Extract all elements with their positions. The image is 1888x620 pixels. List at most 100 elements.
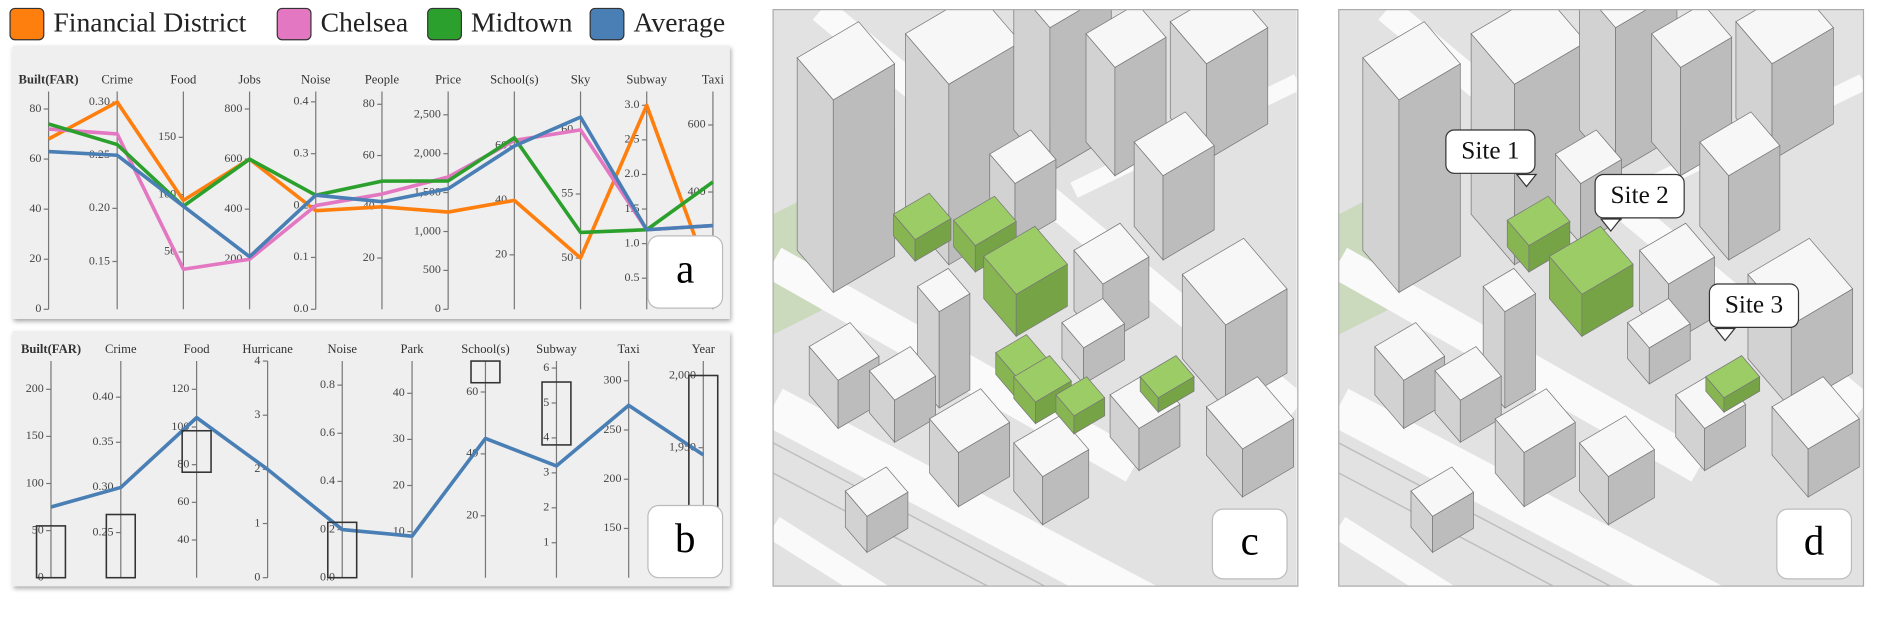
building-side [1504, 293, 1536, 409]
building-roof [1033, 9, 1082, 29]
building-roof [953, 195, 1017, 246]
legend-swatch [427, 7, 462, 41]
road [1338, 516, 1455, 587]
brush [470, 360, 501, 384]
tick-label: 1,000 [414, 223, 441, 237]
building-roof [1434, 346, 1502, 401]
map-frame [772, 9, 1299, 587]
tick-label: 3.0 [624, 97, 639, 111]
building-roof [929, 388, 1011, 453]
tick-label: 4 [543, 430, 549, 444]
building-roof [1374, 322, 1446, 381]
tick-label: 400 [224, 201, 242, 215]
tick-label: 0.25 [93, 524, 114, 538]
site-label: Site 1 [1461, 137, 1519, 165]
tick-label: 0 [38, 569, 44, 583]
building-roof [1181, 237, 1288, 326]
building-side [938, 293, 971, 409]
building-roof [1639, 222, 1716, 285]
road [1338, 388, 1723, 587]
building-roof [1554, 129, 1623, 185]
tick-label: 4 [254, 353, 260, 367]
building-roof [1055, 376, 1106, 417]
building-side [1398, 63, 1461, 294]
building-roof [1578, 415, 1655, 478]
tick-label: 0.30 [89, 94, 110, 108]
tick-label: 40 [29, 201, 41, 215]
tick-label: 150 [603, 520, 621, 534]
tick-label: 800 [224, 101, 242, 115]
building-roof [1735, 9, 1834, 65]
building-roof [1169, 9, 1269, 65]
series-line [48, 122, 714, 235]
tick-label: 30 [393, 431, 405, 445]
building-roof [1085, 9, 1167, 68]
axis-name: Built(FAR) [21, 342, 81, 356]
legend-swatch [276, 7, 312, 41]
tick-label: 0.0 [294, 301, 309, 315]
legend-label: Chelsea [321, 7, 409, 38]
series-line [48, 127, 714, 272]
tick-label: 60 [466, 384, 478, 398]
building-roof [1548, 225, 1634, 295]
tick-label: 0.15 [89, 253, 110, 267]
tick-label: 1.0 [624, 235, 639, 249]
axis-name: Park [400, 342, 424, 356]
tick-label: 2 [543, 500, 549, 514]
building-roof [1073, 222, 1150, 285]
building-roof [1482, 267, 1537, 313]
tick-label: 2,000 [414, 145, 441, 159]
panel-b-bg [12, 330, 730, 587]
building-roof [808, 322, 880, 381]
building-roof [1013, 355, 1072, 403]
axis-name: Food [184, 342, 211, 356]
tick-label: 0 [435, 301, 441, 315]
tick-label: 0.5 [624, 270, 639, 284]
axis-name: Built(FAR) [19, 73, 79, 87]
tick-label: 55 [561, 186, 573, 200]
tick-label: 0.4 [320, 473, 335, 487]
axis-name: People [365, 73, 400, 87]
building-roof [868, 346, 937, 401]
building-roof [1651, 9, 1733, 68]
tick-label: 60 [177, 494, 189, 508]
tick-label: 600 [224, 151, 242, 165]
tick-label: 0.4 [294, 94, 309, 108]
tick-label: 50 [561, 250, 573, 264]
building-side [832, 63, 896, 294]
tick-label: 20 [393, 477, 405, 491]
building-roof [1133, 111, 1215, 177]
panel-label: b [675, 516, 695, 561]
legend-label: Financial District [53, 7, 246, 38]
tick-label: 80 [363, 96, 375, 110]
building-roof [796, 21, 896, 101]
panel-label: c [1241, 519, 1259, 564]
callout-pointer [1515, 173, 1538, 188]
road [773, 516, 889, 587]
tick-label: 2 [254, 461, 260, 475]
legend-swatch [589, 7, 625, 41]
tick-label: 3 [543, 465, 549, 479]
axis-name: School(s) [461, 342, 509, 356]
tick-label: 40 [177, 532, 189, 546]
axis-name: Food [170, 73, 197, 87]
tick-label: 300 [603, 373, 621, 387]
brush [181, 429, 212, 473]
building-roof [1013, 415, 1090, 478]
building-roof [989, 129, 1057, 185]
road [773, 388, 1157, 587]
tick-label: 60 [29, 151, 41, 165]
tick-label: 0.35 [93, 434, 114, 448]
site-label: Site 3 [1725, 291, 1783, 319]
tick-label: 20 [495, 247, 507, 261]
tick-label: 0.6 [320, 425, 335, 439]
axis-name: Taxi [618, 342, 641, 356]
callout-box [1594, 173, 1685, 219]
series-line [47, 100, 715, 287]
tick-label: 1 [254, 515, 260, 529]
panel-label-box [1776, 508, 1853, 580]
axis-name: Hurricane [242, 342, 293, 356]
axis-name: School(s) [490, 73, 538, 87]
axis-name: Noise [301, 73, 331, 87]
